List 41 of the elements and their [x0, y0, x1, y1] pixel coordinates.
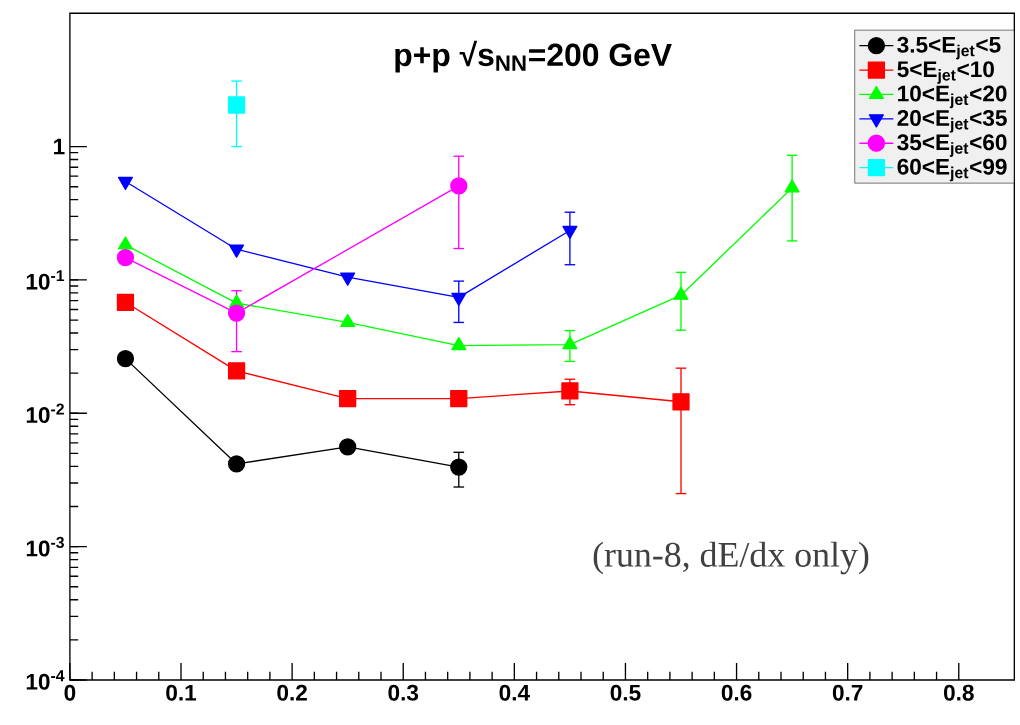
x-tick-label: 0.2	[277, 684, 307, 701]
x-tick-label: 0	[64, 684, 76, 701]
legend-label: 20<E$_{jet}$<35	[897, 109, 1007, 133]
point	[450, 458, 468, 476]
x-tick-label: 0.7	[832, 684, 863, 701]
y-tick-label: 10$^{-3}$	[26, 536, 64, 557]
legend-label: 60<E$_{jet}$<99	[897, 158, 1007, 182]
point	[116, 293, 135, 311]
x-tick-label: 0.8	[943, 684, 974, 701]
point	[451, 292, 467, 306]
x-tick-label: 0.3	[388, 684, 419, 701]
point	[116, 248, 135, 267]
y-tick-label: 1	[54, 138, 65, 155]
legend-label: 35<E$_{jet}$<60	[897, 134, 1007, 157]
x-tick-label: 0.1	[166, 684, 197, 701]
point	[227, 96, 246, 114]
y-tick-label: 10$^{-1}$	[26, 270, 65, 290]
legend-label: 10<E$_{jet}$<20	[898, 85, 1007, 109]
legend-label: 3.5<E$_{jet}$<5	[897, 36, 1001, 60]
point	[227, 304, 246, 322]
point	[227, 362, 246, 380]
point	[450, 389, 468, 408]
point	[450, 177, 468, 195]
legend-label: 5<E$_{jet}$<10	[897, 61, 994, 84]
point	[339, 389, 357, 408]
point	[562, 225, 578, 239]
point	[339, 438, 357, 456]
y-tick-label: 10$^{-2}$	[26, 403, 64, 423]
x-tick-label: 0.4	[499, 684, 530, 701]
point	[228, 244, 245, 258]
text: p+p √s$_{NN}$=200 GeV	[395, 40, 672, 73]
x-tick-label: 0.6	[721, 684, 752, 701]
point	[340, 272, 356, 286]
annotation: (run-8, dE/dx only)	[593, 541, 869, 575]
x-tick-label: 0.5	[610, 684, 641, 701]
point	[672, 392, 690, 411]
y-tick-label: 10$^{-4}$	[26, 670, 65, 690]
point	[561, 382, 579, 400]
point	[116, 349, 135, 368]
point	[117, 176, 134, 190]
point	[227, 455, 246, 473]
